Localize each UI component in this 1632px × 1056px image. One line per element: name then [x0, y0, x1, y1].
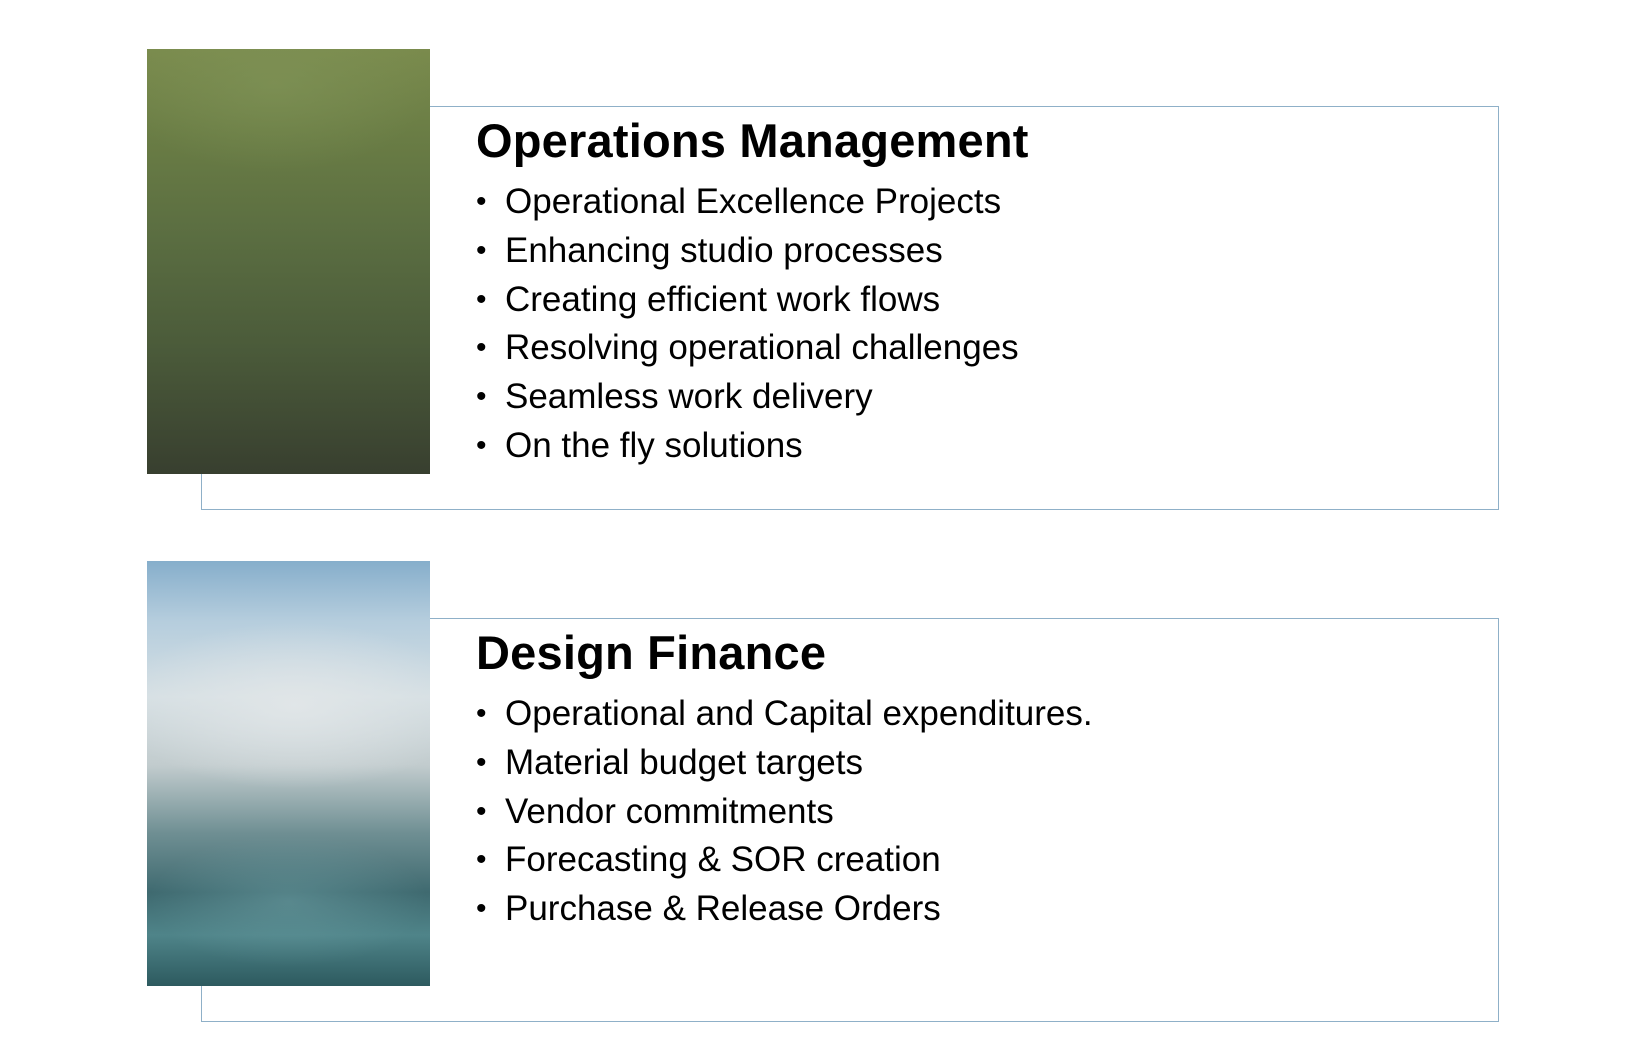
bullet-list: Operational Excellence Projects Enhancin…	[476, 178, 1476, 471]
section-content: Design Finance Operational and Capital e…	[476, 625, 1476, 934]
bullet-item: Resolving operational challenges	[476, 324, 1476, 373]
section-content: Operations Management Operational Excell…	[476, 113, 1476, 471]
bullet-item: Operational and Capital expenditures.	[476, 690, 1476, 739]
bullet-item: Vendor commitments	[476, 788, 1476, 837]
section-title: Operations Management	[476, 114, 1029, 167]
bullet-item: Material budget targets	[476, 739, 1476, 788]
bullet-item: Seamless work delivery	[476, 373, 1476, 422]
section-image	[147, 49, 430, 474]
section-image	[147, 561, 430, 986]
section-title: Design Finance	[476, 626, 827, 679]
operations-management-card: Operations Management Operational Excell…	[147, 49, 1500, 517]
bullet-item: Operational Excellence Projects	[476, 178, 1476, 227]
design-finance-card: Design Finance Operational and Capital e…	[147, 561, 1500, 1029]
bullet-item: On the fly solutions	[476, 422, 1476, 471]
bullet-item: Enhancing studio processes	[476, 227, 1476, 276]
bullet-item: Creating efficient work flows	[476, 276, 1476, 325]
bullet-list: Operational and Capital expenditures. Ma…	[476, 690, 1476, 934]
bullet-item: Forecasting & SOR creation	[476, 836, 1476, 885]
bullet-item: Purchase & Release Orders	[476, 885, 1476, 934]
